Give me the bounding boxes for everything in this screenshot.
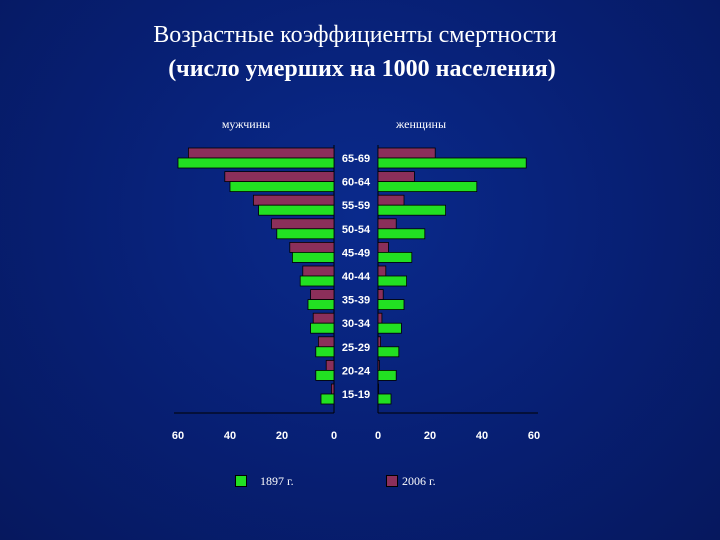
- bar-men-2006-60-64: [224, 171, 335, 183]
- category-label-15-19: 15-19: [342, 389, 370, 401]
- bar-men-1897-20-24: [315, 369, 335, 381]
- bar-men-2006-45-49: [289, 241, 335, 253]
- bar-women-2006-25-29: [377, 336, 381, 348]
- bar-women-1897-65-69: [377, 157, 527, 169]
- bar-men-1897-15-19: [320, 393, 335, 405]
- bar-men-2006-15-19: [330, 383, 335, 395]
- bar-women-1897-40-44: [377, 275, 408, 287]
- category-label-35-39: 35-39: [342, 295, 370, 307]
- bar-women-2006-20-24: [377, 359, 380, 371]
- x-tick-label-6: 40: [476, 430, 488, 442]
- bar-women-2006-60-64: [377, 171, 415, 183]
- bar-men-1897-50-54: [276, 228, 335, 240]
- legend-label-2006: 2006 г.: [402, 474, 436, 488]
- bar-men-1897-30-34: [310, 322, 335, 334]
- bar-men-2006-35-39: [310, 289, 335, 301]
- legend-swatch-2006: [386, 475, 398, 487]
- bar-women-2006-30-34: [377, 312, 383, 324]
- category-label-30-34: 30-34: [342, 318, 371, 330]
- bar-women-2006-35-39: [377, 289, 384, 301]
- x-tick-label-2: 20: [276, 430, 288, 442]
- bar-women-1897-15-19: [377, 393, 392, 405]
- category-label-55-59: 55-59: [342, 200, 370, 212]
- x-tick-label-0: 60: [172, 430, 184, 442]
- bar-men-1897-60-64: [229, 181, 335, 193]
- bar-women-1897-30-34: [377, 322, 402, 334]
- bar-women-1897-25-29: [377, 346, 400, 358]
- panel-label-women: женщины: [395, 117, 446, 131]
- bar-women-2006-15-19: [377, 383, 379, 395]
- category-label-40-44: 40-44: [342, 271, 371, 283]
- x-tick-label-7: 60: [528, 430, 540, 442]
- title-line-2: (число умерших на 1000 населения): [168, 56, 556, 82]
- bar-women-2006-40-44: [377, 265, 387, 277]
- bar-men-2006-55-59: [252, 194, 335, 206]
- slide-title: Возрастные коэффициенты смертности (числ…: [0, 18, 720, 86]
- panel-label-men: мужчины: [222, 117, 270, 131]
- category-label-60-64: 60-64: [342, 177, 371, 189]
- bar-women-2006-50-54: [377, 218, 397, 230]
- title-line-1: Возрастные коэффициенты смертности: [153, 22, 557, 48]
- bar-women-2006-65-69: [377, 147, 436, 159]
- bar-women-2006-45-49: [377, 241, 389, 253]
- bar-men-1897-65-69: [177, 157, 335, 169]
- x-tick-label-1: 40: [224, 430, 236, 442]
- bar-men-1897-55-59: [258, 204, 335, 216]
- bar-women-1897-20-24: [377, 369, 397, 381]
- bar-men-1897-40-44: [299, 275, 335, 287]
- bar-women-1897-60-64: [377, 181, 478, 193]
- bar-men-2006-30-34: [312, 312, 335, 324]
- bar-women-1897-55-59: [377, 204, 446, 216]
- legend-swatch-1897: [235, 475, 247, 487]
- category-label-50-54: 50-54: [342, 224, 371, 236]
- bar-men-2006-40-44: [302, 265, 335, 277]
- bar-women-1897-50-54: [377, 228, 426, 240]
- bar-men-1897-25-29: [315, 346, 335, 358]
- bar-men-2006-20-24: [325, 359, 335, 371]
- bar-men-1897-35-39: [307, 299, 335, 311]
- category-label-20-24: 20-24: [342, 365, 371, 377]
- bar-men-1897-45-49: [291, 251, 335, 263]
- bar-women-1897-35-39: [377, 299, 405, 311]
- category-label-45-49: 45-49: [342, 247, 370, 259]
- x-tick-label-5: 20: [424, 430, 436, 442]
- bar-women-2006-55-59: [377, 194, 405, 206]
- category-label-25-29: 25-29: [342, 342, 370, 354]
- x-tick-label-3: 0: [331, 430, 337, 442]
- category-label-65-69: 65-69: [342, 153, 370, 165]
- bar-women-1897-45-49: [377, 251, 413, 263]
- bar-men-2006-50-54: [271, 218, 335, 230]
- x-tick-label-4: 0: [375, 430, 381, 442]
- legend-label-1897: 1897 г.: [260, 474, 294, 488]
- bar-men-2006-25-29: [317, 336, 335, 348]
- bar-men-2006-65-69: [187, 147, 335, 159]
